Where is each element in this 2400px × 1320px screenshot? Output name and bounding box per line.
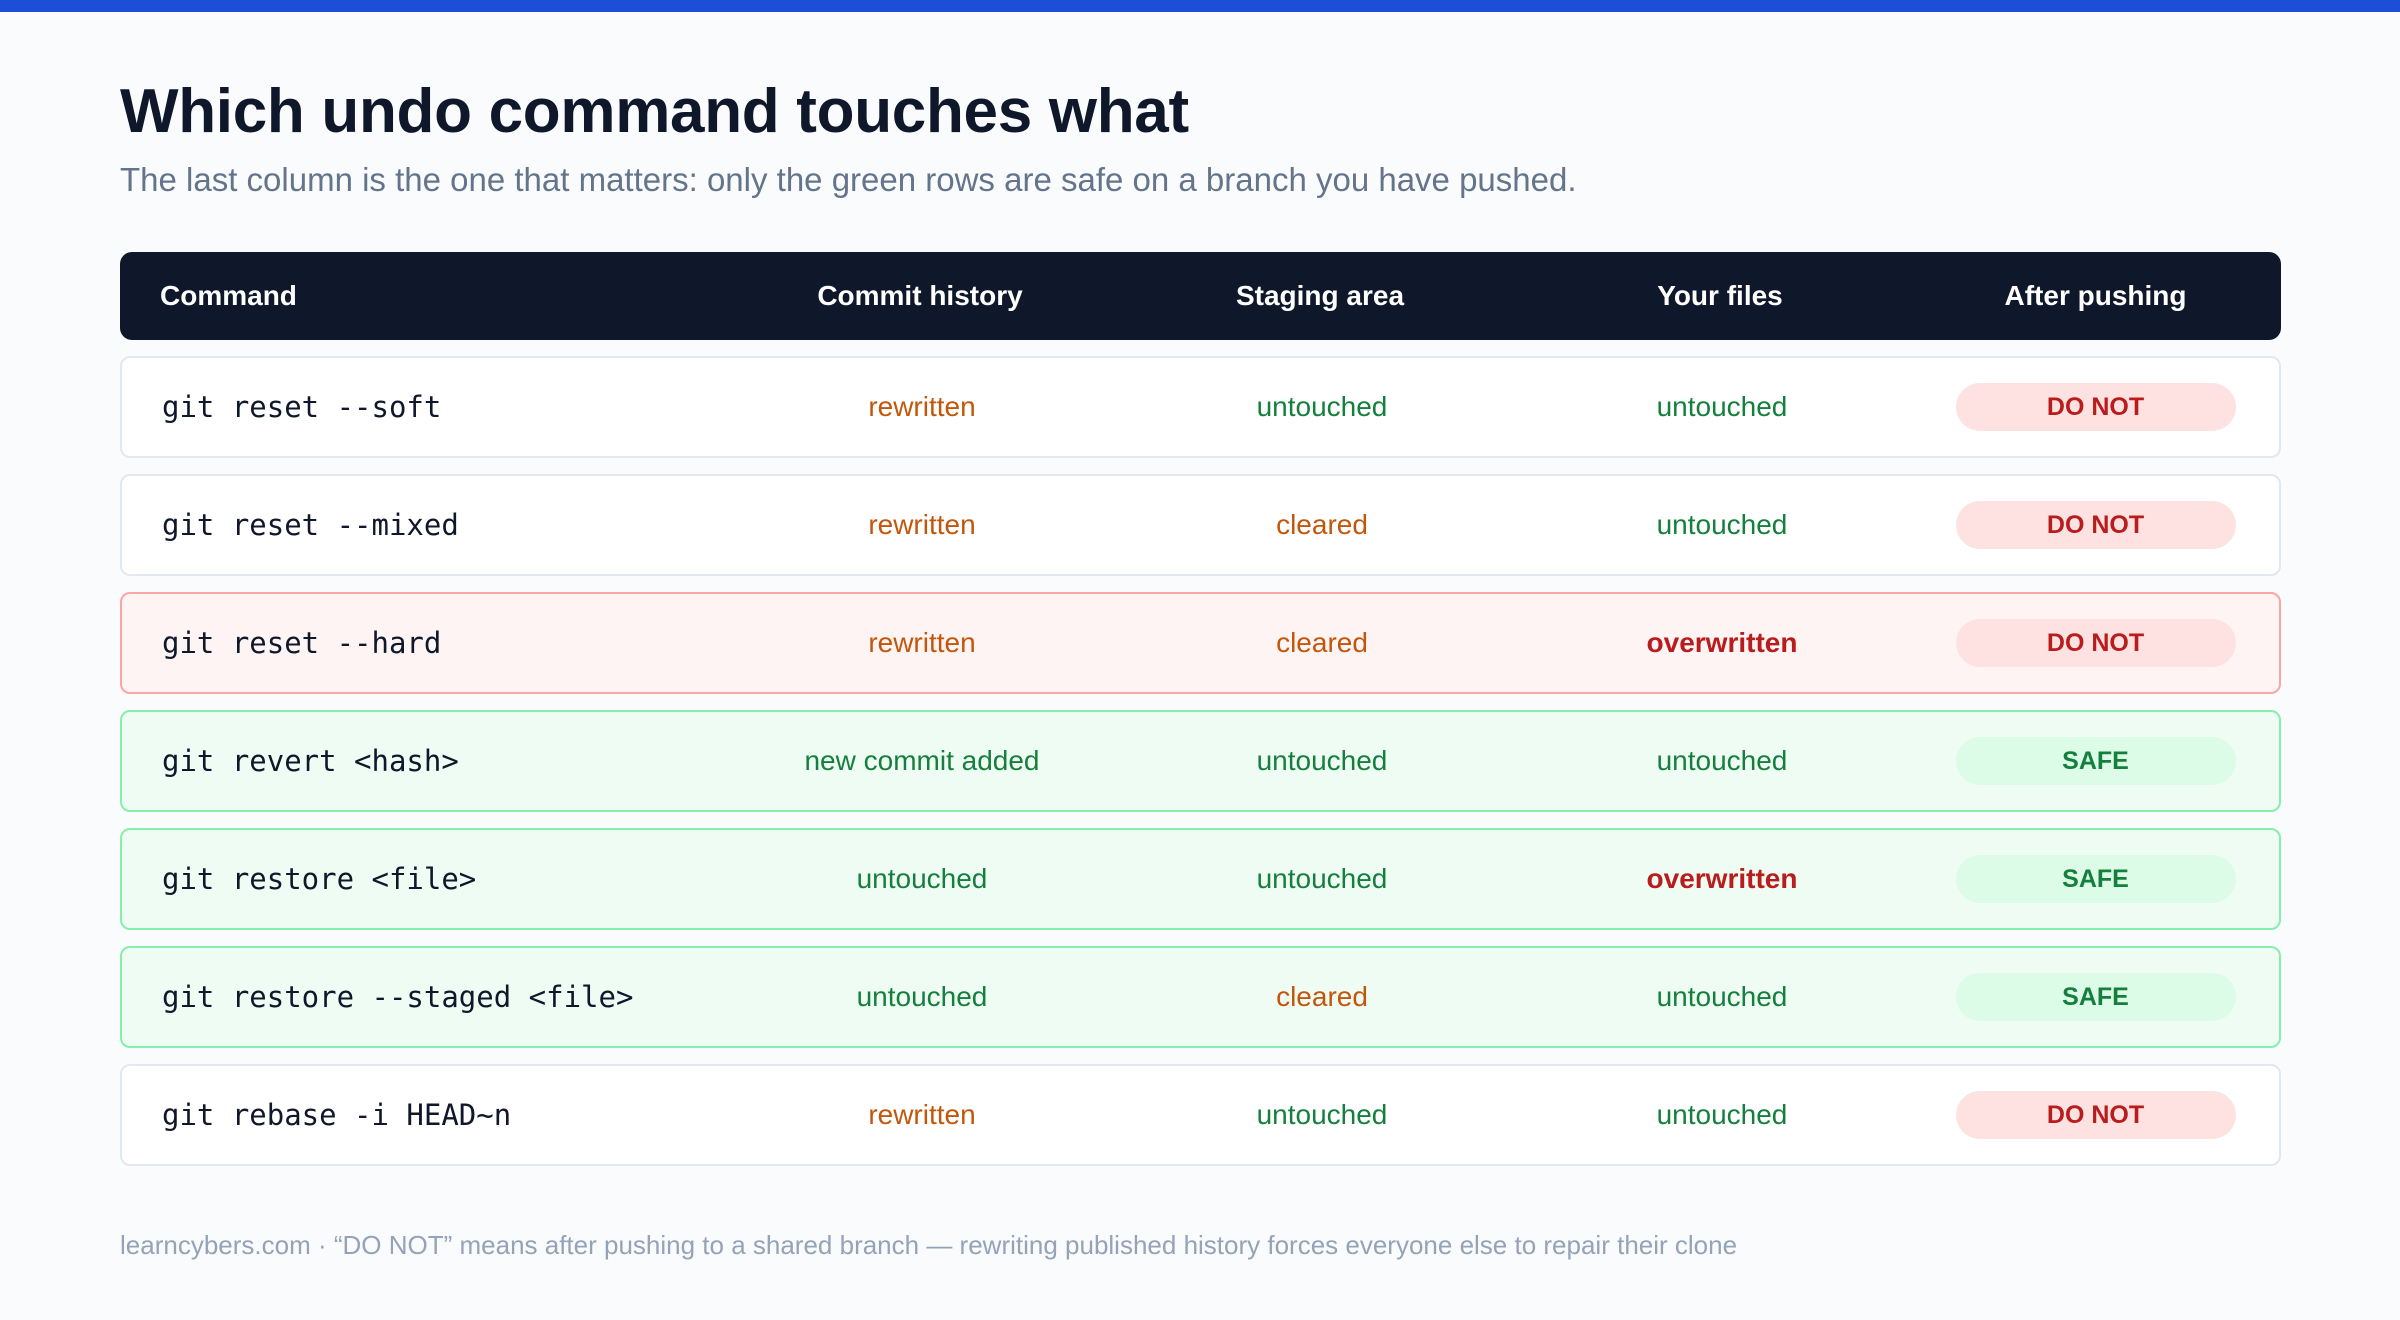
command-cell: git reset --hard	[162, 626, 442, 660]
commit-history-cell: rewritten	[868, 509, 976, 540]
commit-history-cell: new commit added	[804, 745, 1040, 776]
commit-history-cell: rewritten	[868, 627, 976, 658]
staging-area-cell: untouched	[1256, 863, 1388, 894]
after-pushing-cell: SAFE	[1922, 855, 2279, 903]
your-files-cell: untouched	[1656, 981, 1788, 1012]
your-files-cell: overwritten	[1646, 863, 1798, 894]
status-badge: SAFE	[1955, 737, 2236, 785]
commit-history-cell: rewritten	[868, 391, 976, 422]
command-cell: git rebase -i HEAD~n	[162, 1098, 512, 1132]
top-accent-bar	[0, 0, 2400, 12]
after-pushing-cell: DO NOT	[1922, 1091, 2279, 1139]
column-header-after-pushing-label: After pushing	[2004, 280, 2187, 311]
table-row: git revert <hash> new commit added untou…	[120, 710, 2281, 812]
status-badge: DO NOT	[1955, 1091, 2236, 1139]
table-row: git reset --soft rewritten untouched unt…	[120, 356, 2281, 458]
your-files-cell: untouched	[1656, 1099, 1788, 1130]
table-row: git reset --hard rewritten cleared overw…	[120, 592, 2281, 694]
commit-history-cell: untouched	[856, 863, 988, 894]
after-pushing-cell: DO NOT	[1922, 501, 2279, 549]
your-files-cell: overwritten	[1646, 627, 1798, 658]
table-row: git reset --mixed rewritten cleared unto…	[120, 474, 2281, 576]
staging-area-cell: untouched	[1256, 391, 1388, 422]
status-badge: DO NOT	[1955, 383, 2236, 431]
table-header-row: Command Commit history Staging area Your…	[120, 252, 2281, 340]
undo-commands-table: Command Commit history Staging area Your…	[120, 252, 2281, 1166]
staging-area-cell: untouched	[1256, 745, 1388, 776]
command-cell: git restore --staged <file>	[162, 980, 634, 1014]
main-content: Which undo command touches what The last…	[120, 72, 2281, 1166]
after-pushing-cell: SAFE	[1922, 737, 2279, 785]
column-header-command: Command	[160, 280, 297, 311]
column-header-after-pushing: After pushing	[1920, 280, 2281, 312]
staging-area-cell: cleared	[1276, 627, 1368, 658]
after-pushing-cell: DO NOT	[1922, 619, 2279, 667]
your-files-cell: untouched	[1656, 509, 1788, 540]
page-title: Which undo command touches what	[120, 77, 1189, 146]
command-cell: git reset --soft	[162, 390, 442, 424]
after-pushing-cell: DO NOT	[1922, 383, 2279, 431]
status-badge: DO NOT	[1955, 619, 2236, 667]
status-badge: SAFE	[1955, 973, 2236, 1021]
staging-area-cell: cleared	[1276, 509, 1368, 540]
status-badge: SAFE	[1955, 855, 2236, 903]
after-pushing-cell: SAFE	[1922, 973, 2279, 1021]
status-badge: DO NOT	[1955, 501, 2236, 549]
column-header-staging-area: Staging area	[1235, 280, 1405, 311]
table-row: git restore <file> untouched untouched o…	[120, 828, 2281, 930]
command-cell: git revert <hash>	[162, 744, 459, 778]
page-subtitle: The last column is the one that matters:…	[120, 161, 1577, 198]
your-files-cell: untouched	[1656, 391, 1788, 422]
staging-area-cell: untouched	[1256, 1099, 1388, 1130]
column-header-your-files: Your files	[1657, 280, 1783, 311]
footer-note: learncybers.com · “DO NOT” means after p…	[120, 1230, 1738, 1260]
your-files-cell: untouched	[1656, 745, 1788, 776]
staging-area-cell: cleared	[1276, 981, 1368, 1012]
command-cell: git restore <file>	[162, 862, 477, 896]
table-row: git restore --staged <file> untouched cl…	[120, 946, 2281, 1048]
table-row: git rebase -i HEAD~n rewritten untouched…	[120, 1064, 2281, 1166]
command-cell: git reset --mixed	[162, 508, 459, 542]
commit-history-cell: rewritten	[868, 1099, 976, 1130]
commit-history-cell: untouched	[856, 981, 988, 1012]
column-header-commit-history: Commit history	[817, 280, 1023, 311]
